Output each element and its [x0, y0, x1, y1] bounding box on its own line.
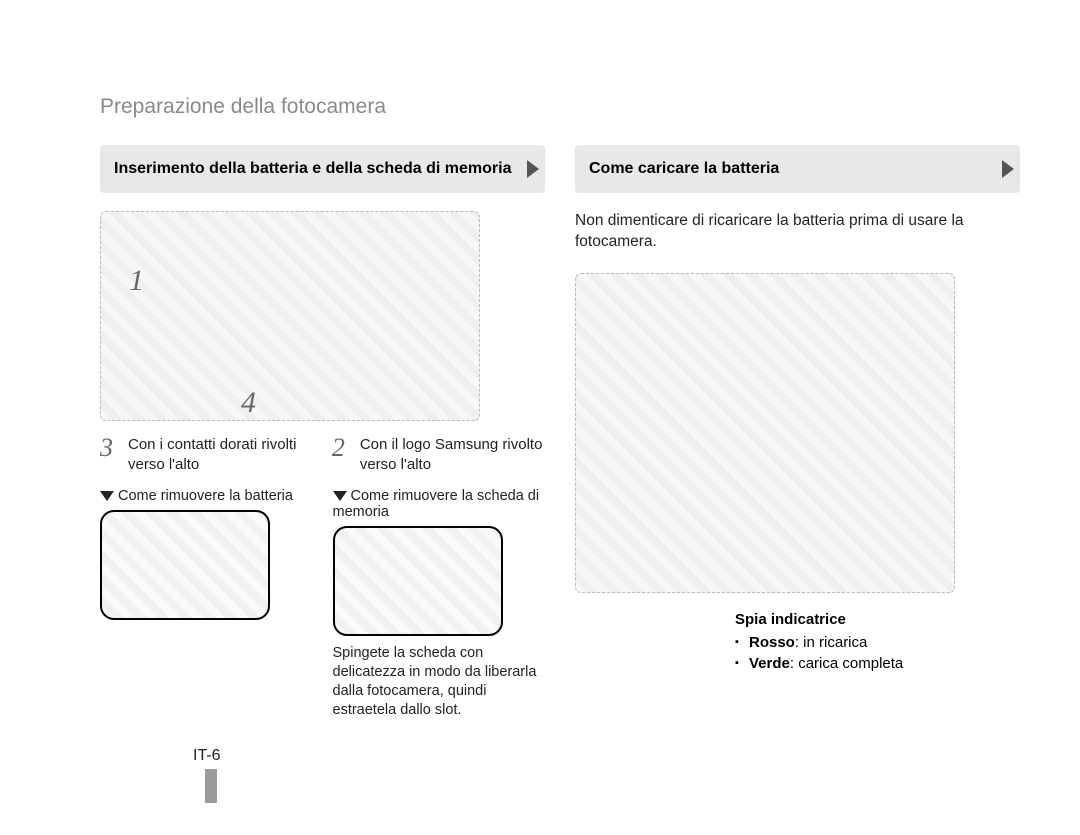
remove-battery-figure [100, 510, 270, 620]
indicator-red-desc: : in ricarica [795, 634, 868, 651]
indicator-item-red: Rosso: in ricarica [735, 632, 1020, 653]
left-heading-text: Inserimento della batteria e della sched… [114, 160, 511, 178]
chevron-right-icon [527, 160, 539, 178]
indicator-red-label: Rosso [749, 634, 795, 651]
indicator-item-green: Verde: carica completa [735, 653, 1020, 674]
step-2: 2 Con il logo Samsung rivolto verso l'al… [332, 435, 545, 474]
right-column: Come caricare la batteria Non dimenticar… [575, 145, 1020, 719]
indicator-green-label: Verde [749, 655, 790, 672]
indicator-list: Rosso: in ricarica Verde: carica complet… [735, 632, 1020, 674]
page-number: IT-6 [193, 747, 221, 765]
right-heading-text: Come caricare la batteria [589, 160, 779, 178]
figure-overlay-num-1: 1 [129, 264, 144, 298]
step-3: 3 Con i contatti dorati rivolti verso l'… [100, 435, 324, 474]
indicator-block: Spia indicatrice Rosso: in ricarica Verd… [735, 611, 1020, 674]
remove-card-block: Come rimuovere la scheda di memoria Spin… [333, 488, 546, 719]
remove-card-figure [333, 526, 503, 636]
battery-insert-figure: 1 4 [100, 211, 480, 421]
step-3-text: Con i contatti dorati rivolti verso l'al… [128, 435, 324, 474]
right-section-header: Come caricare la batteria [575, 145, 1020, 193]
remove-battery-heading: Come rimuovere la batteria [100, 488, 313, 504]
remove-battery-block: Come rimuovere la batteria [100, 488, 313, 719]
indicator-green-desc: : carica completa [790, 655, 903, 672]
right-intro-text: Non dimenticare di ricaricare la batteri… [575, 211, 1020, 253]
figure-overlay-num-4: 4 [241, 386, 256, 420]
charge-figure [575, 273, 955, 593]
triangle-down-icon [100, 491, 114, 501]
remove-card-note: Spingete la scheda con delicatezza in mo… [333, 644, 546, 719]
step-2-num: 2 [332, 435, 352, 474]
step-2-text: Con il logo Samsung rivolto verso l'alto [360, 435, 545, 474]
left-column: Inserimento della batteria e della sched… [100, 145, 545, 719]
remove-card-heading-text: Come rimuovere la scheda di memoria [333, 488, 540, 520]
page-number-bar [205, 769, 217, 803]
step-3-num: 3 [100, 435, 120, 474]
chevron-right-icon [1002, 160, 1014, 178]
content-columns: Inserimento della batteria e della sched… [100, 145, 1020, 719]
remove-battery-heading-text: Come rimuovere la batteria [118, 488, 293, 504]
triangle-down-icon [333, 491, 347, 501]
indicator-title: Spia indicatrice [735, 611, 1020, 628]
step-row: 3 Con i contatti dorati rivolti verso l'… [100, 435, 545, 474]
left-section-header: Inserimento della batteria e della sched… [100, 145, 545, 193]
page-title: Preparazione della fotocamera [100, 95, 1020, 119]
remove-card-heading: Come rimuovere la scheda di memoria [333, 488, 546, 520]
remove-subsection-row: Come rimuovere la batteria Come rimuover… [100, 488, 545, 719]
